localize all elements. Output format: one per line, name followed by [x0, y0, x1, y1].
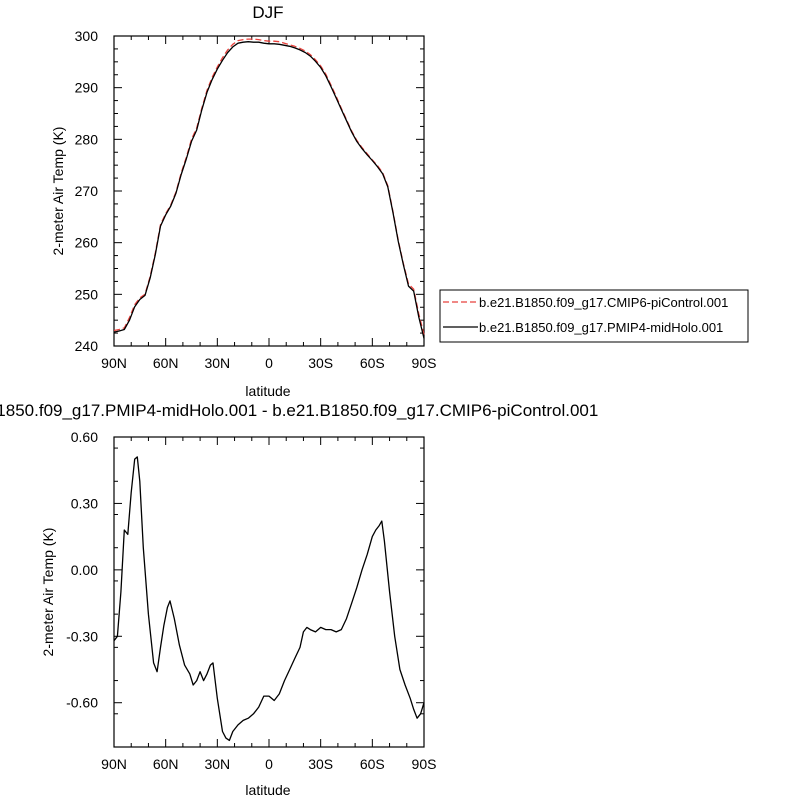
y-axis-label: 2-meter Air Temp (K)	[50, 127, 66, 256]
y-tick-label: -0.60	[66, 695, 98, 711]
y-tick-label: 250	[75, 286, 99, 302]
difference-chart: b.e21.B1850.f09_g17.PMIP4-midHolo.001 - …	[0, 401, 598, 798]
legend: b.e21.B1850.f09_g17.CMIP6-piControl.001 …	[439, 289, 749, 343]
x-axis-label: latitude	[245, 383, 290, 399]
y-tick-label: 300	[75, 28, 99, 44]
x-tick-label: 60N	[153, 756, 179, 772]
x-tick-label: 30N	[204, 756, 230, 772]
x-tick-label: 90N	[101, 756, 127, 772]
x-tick-label: 30S	[308, 756, 333, 772]
temperature-chart: DJF latitude 2-meter Air Temp (K) 90N 60N…	[50, 3, 436, 399]
plot-frame	[113, 436, 425, 748]
chart-title: DJF	[252, 3, 283, 22]
x-tick-label: 60S	[360, 355, 385, 371]
legend-label-picontrol: b.e21.B1850.f09_g17.CMIP6-piControl.001	[479, 295, 728, 310]
x-tick-label: 0	[265, 355, 273, 371]
series-line-1	[113, 456, 425, 742]
x-tick-label: 30S	[308, 355, 333, 371]
y-tick-label: 270	[75, 183, 99, 199]
x-tick-label: 90S	[412, 355, 437, 371]
y-tick-label: 280	[75, 131, 99, 147]
x-tick-label: 0	[265, 756, 273, 772]
y-tick-label: 260	[75, 235, 99, 251]
y-tick-label: 0.30	[71, 495, 98, 511]
y-tick-label: 290	[75, 80, 99, 96]
x-tick-label: 60N	[153, 355, 179, 371]
x-tick-label: 30N	[204, 355, 230, 371]
x-tick-label: 90S	[412, 756, 437, 772]
plot-frame	[113, 35, 425, 347]
x-tick-label: 60S	[360, 756, 385, 772]
chart-title: b.e21.B1850.f09_g17.PMIP4-midHolo.001 - …	[0, 401, 598, 420]
y-axis-label: 2-meter Air Temp (K)	[40, 528, 56, 657]
y-tick-label: -0.30	[66, 628, 98, 644]
legend-label-midholo: b.e21.B1850.f09_g17.PMIP4-midHolo.001	[479, 320, 723, 335]
x-tick-label: 90N	[101, 355, 127, 371]
legend-frame	[439, 289, 749, 343]
y-tick-label: 0.60	[71, 429, 98, 445]
y-tick-label: 240	[75, 338, 99, 354]
series-line-1	[113, 38, 425, 335]
y-tick-label: 0.00	[71, 562, 98, 578]
x-axis-label: latitude	[245, 782, 290, 798]
series-line-2	[113, 41, 425, 339]
